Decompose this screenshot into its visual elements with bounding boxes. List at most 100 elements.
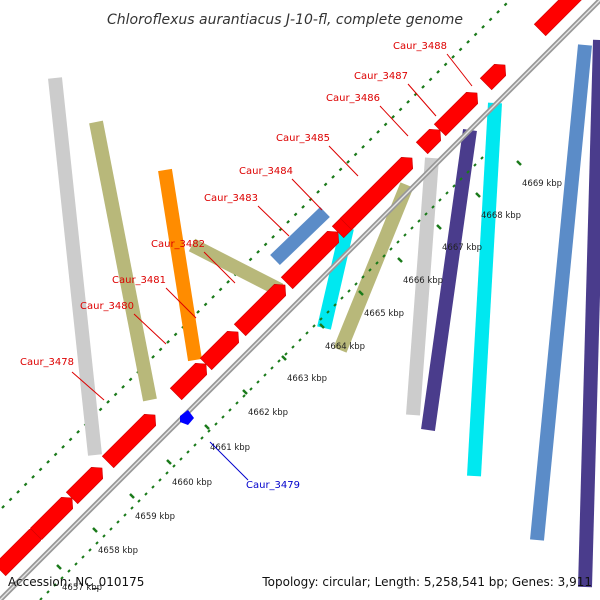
scale-dot [291, 345, 295, 349]
ring-dot [106, 400, 110, 404]
scale-dot [333, 303, 337, 307]
tick-label: 4667 kbp [442, 243, 482, 253]
scale-dot [480, 156, 484, 160]
cds-arrow [199, 330, 240, 371]
scale-dot [88, 548, 92, 552]
scale-dot [228, 408, 232, 412]
scale-tick [436, 224, 442, 230]
cog-bar [530, 44, 592, 541]
scale-dot [144, 492, 148, 496]
ring-dot [121, 385, 125, 389]
ring-dot [218, 287, 223, 292]
gene-labels: Caur_3478 Caur_3479 Caur_3480 Caur_3481 Caur… [20, 41, 473, 491]
scale-dot [165, 471, 169, 475]
scale-tick [166, 459, 172, 465]
scale-dot [424, 212, 428, 216]
ring-dot [98, 407, 103, 412]
scale-dot [256, 380, 260, 384]
scale-tick [56, 564, 62, 570]
scale-dot [109, 527, 113, 531]
ring-dot [226, 280, 230, 284]
cds-arrow [280, 230, 340, 290]
label-leader-line [209, 441, 249, 481]
label-leader-line [257, 205, 290, 237]
cds-arrow [339, 156, 414, 231]
scale-dot [186, 450, 190, 454]
ring-dot [503, 2, 508, 7]
ring-dot [293, 212, 298, 217]
scale-dot [347, 289, 351, 293]
scale-dot [123, 513, 127, 517]
scale-dot [361, 275, 365, 279]
label-leader-line [165, 287, 197, 319]
tick-label: 4661 kbp [210, 443, 250, 453]
cog-bar [158, 168, 202, 362]
cds-arrow [433, 91, 479, 137]
label-leader-line [379, 105, 409, 137]
cog-feature-track [48, 39, 600, 588]
ring-dot [481, 25, 485, 29]
scale-tick [129, 493, 135, 499]
ring-dot [436, 70, 440, 74]
ring-dot [1, 505, 5, 509]
tick-label: 4668 kbp [481, 211, 521, 221]
scale-dot [60, 576, 64, 580]
ring-dot [151, 355, 155, 359]
scale-dot [389, 247, 393, 251]
tick-label: 4665 kbp [364, 309, 404, 319]
ring-dot [196, 310, 200, 314]
ring-dot [263, 242, 268, 247]
reverse-cds-arrow [180, 410, 194, 425]
scale-dot [116, 520, 120, 524]
scale-dot [270, 366, 274, 370]
ring-dot [398, 107, 403, 112]
tick-label: 4663 kbp [287, 374, 327, 384]
tick-label: 4664 kbp [325, 342, 365, 352]
scale-dot [340, 296, 344, 300]
scale-tick [397, 257, 403, 263]
kbp-scale: 4657 kbp 4658 kbp 4659 kbp 4660 kbp 4661 kbp… [39, 156, 562, 600]
scale-dot [102, 534, 106, 538]
ring-dot [353, 152, 358, 157]
scale-dot [221, 415, 225, 419]
ring-dot [256, 250, 260, 254]
ring-dot [323, 182, 328, 187]
scale-dot [452, 184, 456, 188]
cds-track [0, 0, 582, 577]
scale-dot [382, 254, 386, 258]
cog-bar [188, 238, 284, 297]
scale-dot [326, 310, 330, 314]
ring-dot [68, 437, 73, 442]
scale-tick [319, 323, 325, 329]
scale-dot [410, 226, 414, 230]
tick-label: 4659 kbp [135, 512, 175, 522]
ring-dot [53, 452, 58, 457]
tick-label: 4669 kbp [522, 179, 562, 189]
cog-bar [48, 77, 102, 456]
scale-dot [81, 555, 85, 559]
scale-dot [200, 436, 204, 440]
cds-arrow [415, 128, 442, 155]
scale-dot [249, 387, 253, 391]
scale-dot [319, 317, 323, 321]
cds-arrow [533, 0, 582, 37]
ring-dot [421, 85, 425, 89]
ring-dot [391, 115, 395, 119]
scale-dot [214, 422, 218, 426]
scale-dot [305, 331, 309, 335]
cog-bar [406, 157, 439, 416]
gene-label: Caur_3481 [112, 275, 166, 286]
ring-dot [248, 257, 253, 262]
cds-arrow [479, 63, 507, 91]
label-leader-line [71, 371, 105, 401]
map-title: Chloroflexus aurantiacus J-10-fl, comple… [107, 12, 463, 28]
gene-label: Caur_3486 [326, 93, 380, 104]
ring-dot [458, 47, 463, 52]
scale-dot [158, 478, 162, 482]
ring-dot [203, 302, 208, 307]
gene-label: Caur_3482 [151, 239, 205, 250]
scale-dot [354, 282, 358, 286]
cog-bar [270, 206, 330, 266]
